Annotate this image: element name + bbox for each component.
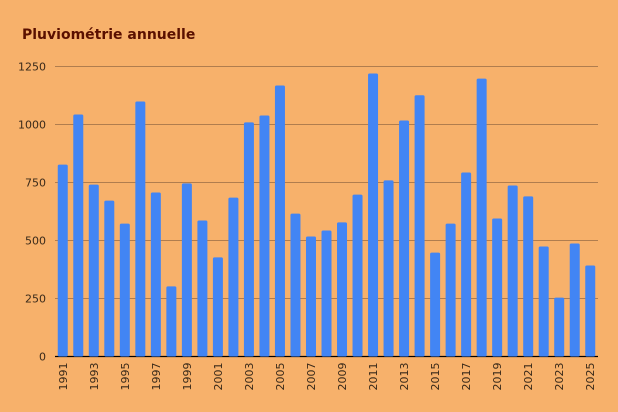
- x-tick-label: 1995: [119, 363, 132, 391]
- x-tick-label: 2019: [491, 363, 504, 391]
- y-tick-label: 750: [25, 177, 46, 190]
- x-tick-label: 2001: [212, 363, 225, 391]
- bar-2001: [212, 257, 223, 357]
- bar-2016: [445, 223, 456, 357]
- bar-1999: [181, 183, 192, 357]
- chart-title: Pluviométrie annuelle: [22, 27, 195, 43]
- y-tick-label: 250: [25, 293, 46, 306]
- x-tick-label: 2023: [553, 363, 566, 391]
- bar-2013: [399, 120, 410, 357]
- bar-1994: [104, 200, 115, 357]
- x-tick-label: 2005: [274, 363, 287, 391]
- bar-2004: [259, 115, 270, 357]
- x-tick-label: 2025: [584, 363, 597, 391]
- x-tick-label: 2011: [367, 363, 380, 391]
- x-tick-label: 2017: [460, 363, 473, 391]
- bar-2005: [274, 85, 285, 357]
- x-tick-label: 2013: [398, 363, 411, 391]
- bar-1993: [88, 184, 99, 357]
- bar-2020: [507, 185, 518, 357]
- bar-2012: [383, 180, 394, 357]
- bar-2015: [430, 252, 441, 357]
- bar-2014: [414, 95, 425, 357]
- bar-2010: [352, 194, 363, 357]
- bar-2002: [228, 197, 239, 357]
- bar-1991: [57, 164, 68, 357]
- x-tick-label: 2009: [336, 363, 349, 391]
- y-tick-label: 500: [25, 235, 46, 248]
- bar-2000: [197, 220, 208, 357]
- x-tick-label: 2003: [243, 363, 256, 391]
- x-tick-label: 2007: [305, 363, 318, 391]
- bar-2006: [290, 213, 301, 357]
- bar-1997: [150, 192, 161, 357]
- x-tick-label: 1993: [88, 363, 101, 391]
- x-tick-label: 1991: [57, 363, 70, 391]
- bar-2018: [476, 78, 487, 357]
- y-axis-ticks: 0 250 500 750 1000 1250: [18, 61, 46, 364]
- bar-2019: [492, 218, 503, 357]
- bar-1998: [166, 286, 177, 357]
- y-tick-label: 0: [39, 351, 46, 364]
- bar-2025: [585, 265, 596, 357]
- bar-1992: [73, 114, 84, 357]
- bar-1995: [119, 223, 130, 357]
- x-tick-label: 2015: [429, 363, 442, 391]
- x-tick-label: 2021: [522, 363, 535, 391]
- bar-2023: [554, 297, 565, 357]
- bar-2024: [569, 243, 580, 357]
- bar-2011: [368, 73, 379, 357]
- bar-2017: [461, 172, 472, 357]
- x-tick-label: 1997: [150, 363, 163, 391]
- bar-1996: [135, 101, 146, 357]
- bar-2008: [321, 230, 332, 357]
- bars: [57, 73, 596, 357]
- bar-2007: [305, 236, 316, 357]
- bar-2021: [523, 196, 534, 357]
- y-tick-label: 1000: [18, 119, 46, 132]
- x-axis-ticks: 1991 1993 1995 1997 1999 2001 2003 2005 2007 2009…: [57, 363, 597, 391]
- x-tick-label: 1999: [181, 363, 194, 391]
- y-tick-label: 1250: [18, 61, 46, 74]
- bar-2022: [538, 246, 549, 357]
- bar-2009: [337, 222, 348, 357]
- bar-2003: [243, 122, 254, 357]
